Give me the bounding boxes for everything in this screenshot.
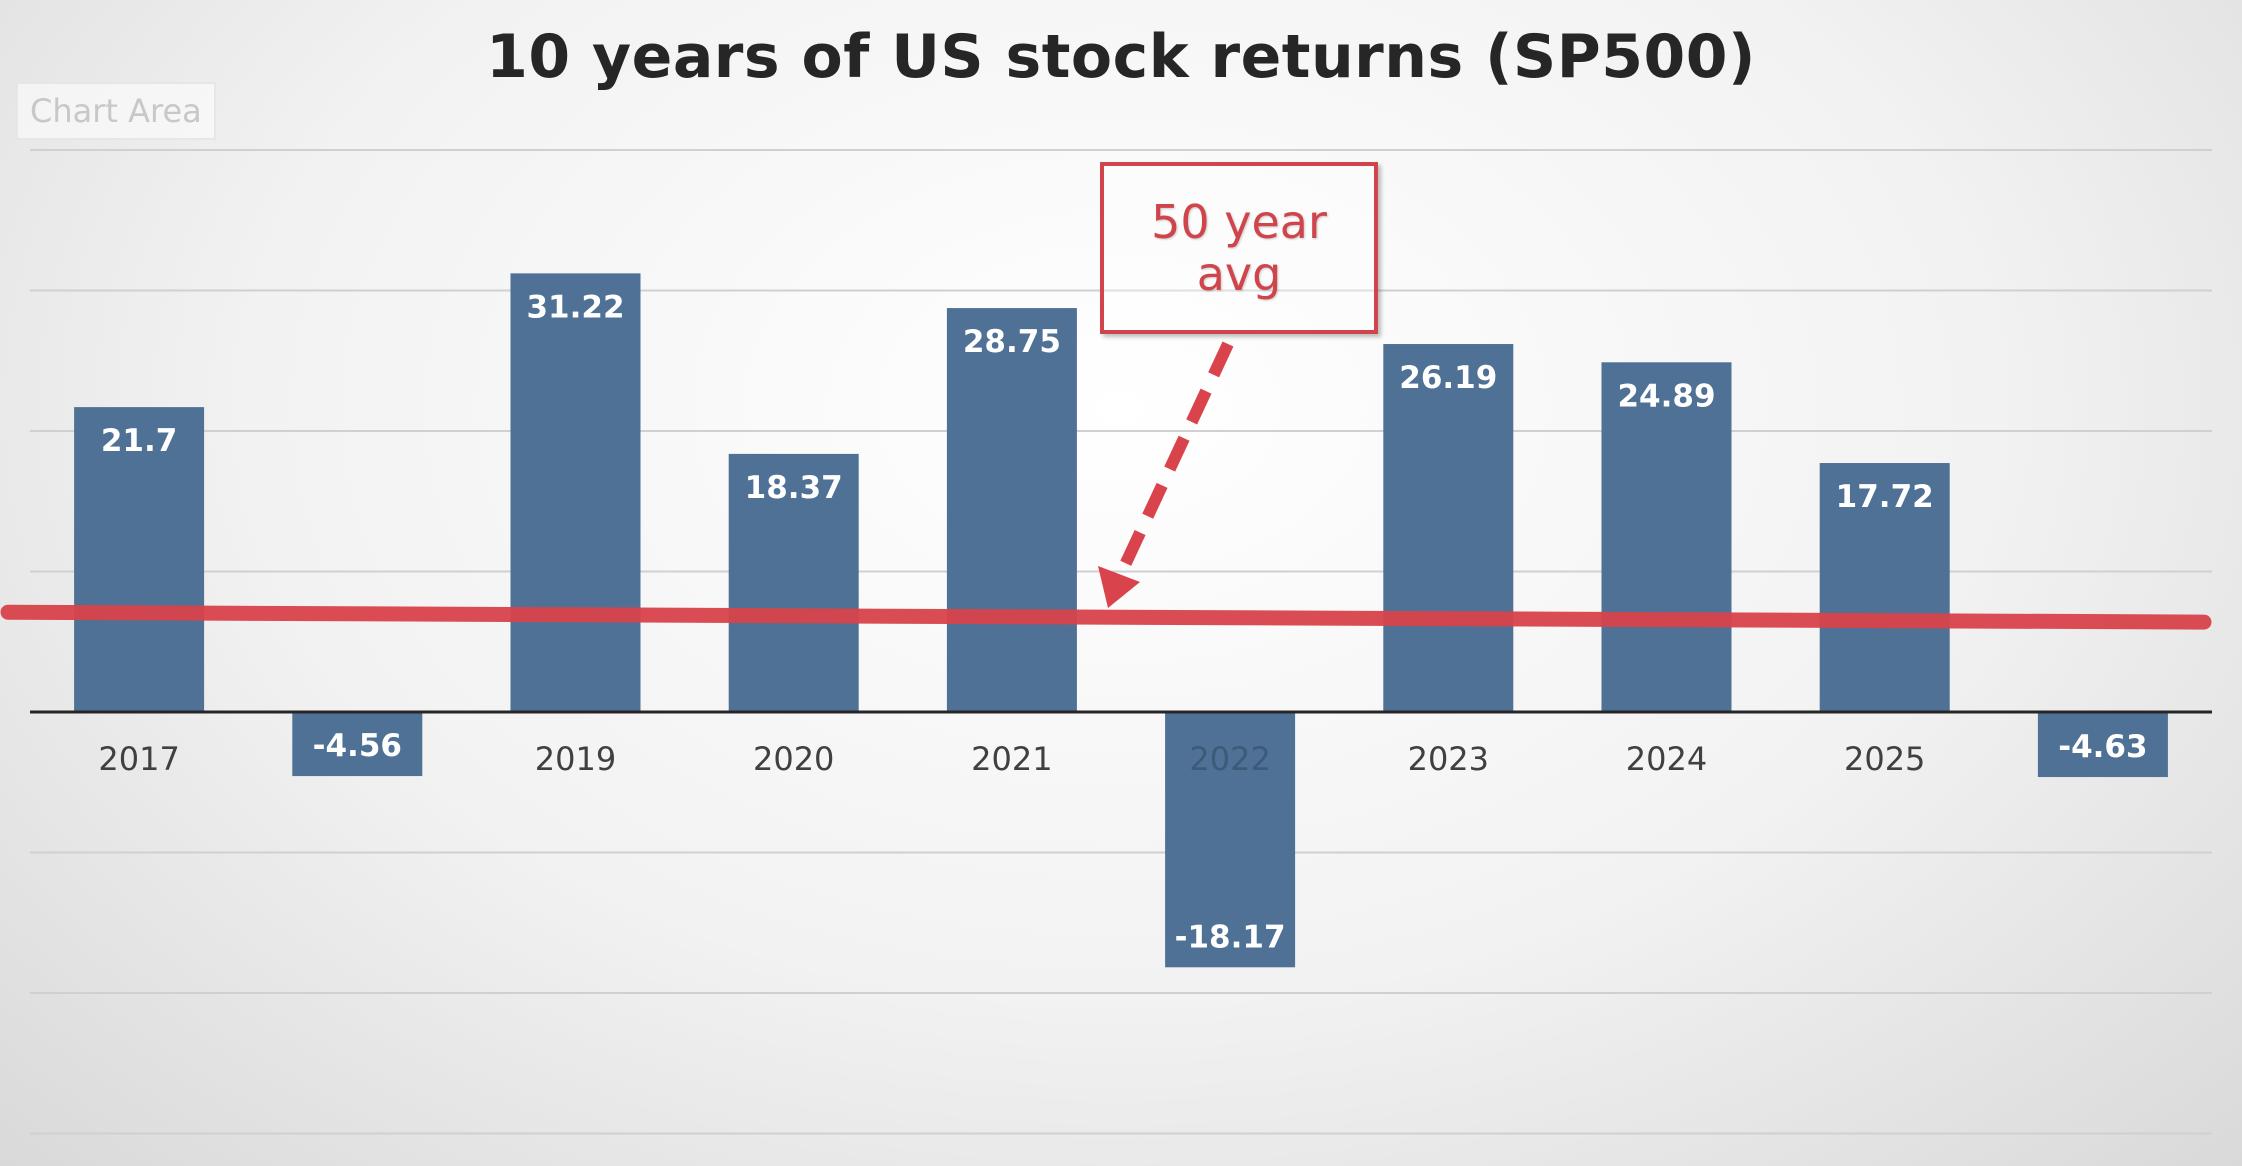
x-tick-label: 2021 [971, 740, 1052, 778]
bar-value-label: 18.37 [745, 470, 843, 506]
x-axis: 2017 2019 2020 2021 2022 2023 2024 2025 [30, 710, 2212, 778]
bar-value-label: 21.7 [101, 423, 178, 459]
annotation-arrow [1112, 341, 1234, 585]
bar [728, 453, 859, 712]
annotation-box: 50 year avg [1100, 162, 1378, 334]
reference-overlay [0, 341, 2212, 630]
bar [1819, 463, 1950, 712]
chart-title: 10 years of US stock returns (SP500) [486, 22, 1756, 92]
x-tick-label: 2024 [1626, 740, 1707, 778]
bar-value-label: 24.89 [1617, 378, 1715, 414]
bar-value-label: 31.22 [526, 289, 624, 325]
annotation-text: 50 year avg [1151, 195, 1327, 301]
annotation-arrowhead [1098, 566, 1140, 608]
bar [292, 712, 423, 777]
x-tick-label: 2020 [753, 740, 834, 778]
x-tick-label: 2025 [1844, 740, 1925, 778]
chart-area-tag: Chart Area [16, 82, 216, 140]
bar-value-label: 28.75 [963, 324, 1061, 360]
x-tick-label: 2019 [535, 740, 616, 778]
bar [2037, 712, 2168, 778]
gridlines [30, 149, 2212, 1135]
x-tick-label: 2022 [1189, 740, 1270, 778]
bar [946, 308, 1077, 712]
bar-value-label: -4.56 [313, 728, 402, 764]
bar [510, 273, 641, 712]
bar [1601, 362, 1732, 712]
bar-value-label: 26.19 [1399, 360, 1497, 396]
bar-value-label: 17.72 [1836, 479, 1934, 515]
bar [1383, 344, 1514, 712]
bar [74, 407, 205, 712]
bar-series [74, 273, 2168, 968]
x-tick-label: 2017 [98, 740, 179, 778]
bar [1165, 712, 1296, 968]
average-reference-line [0, 604, 2212, 630]
x-tick-label: 2023 [1408, 740, 1489, 778]
data-labels: 21.7 -4.56 31.22 18.37 28.75 -18.17 26.19 24.89… [101, 289, 2148, 955]
bar-value-label: -18.17 [1175, 919, 1286, 955]
bar-value-label: -4.63 [2058, 729, 2147, 765]
